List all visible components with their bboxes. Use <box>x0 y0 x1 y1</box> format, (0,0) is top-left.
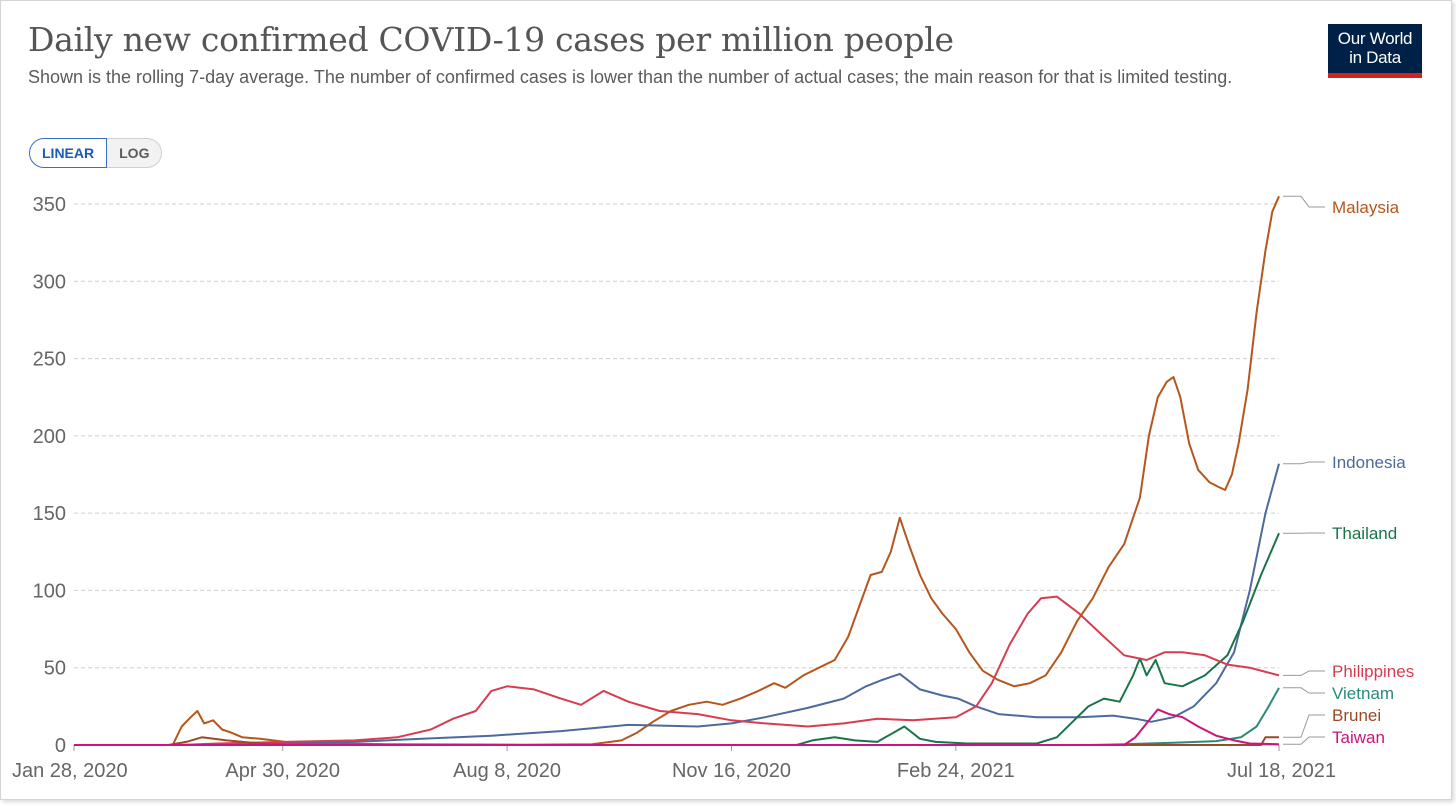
y-tick-label: 0 <box>55 735 66 757</box>
y-tick-label: 350 <box>33 194 66 216</box>
scale-toggle: LINEAR LOG <box>29 138 163 168</box>
y-tick-label: 150 <box>33 503 66 525</box>
series-label-connector <box>1283 687 1325 694</box>
gridlines <box>74 203 1279 746</box>
series-label-thailand: Thailand <box>1332 524 1397 543</box>
series-line-taiwan <box>74 708 1280 746</box>
linear-scale-button[interactable]: LINEAR <box>29 138 108 168</box>
chart-title: Daily new confirmed COVID-19 cases per m… <box>28 20 954 59</box>
x-axis-ticks: Jan 28, 2020 Apr 30, 2020 Aug 8, 2020 Nov 1… <box>12 745 1336 782</box>
x-tick-label: Jan 28, 2020 <box>12 760 128 782</box>
series-label-indonesia: Indonesia <box>1332 453 1406 472</box>
log-scale-button[interactable]: LOG <box>107 138 163 168</box>
series-label-taiwan: Taiwan <box>1332 728 1385 747</box>
x-tick-label: Feb 24, 2021 <box>897 760 1015 782</box>
series-line-malaysia <box>74 195 1280 746</box>
logo-red-bar <box>1328 73 1422 78</box>
series-labels: Malaysia Indonesia Thailand Philippines Viet… <box>1283 195 1414 747</box>
series-line-indonesia <box>74 463 1280 746</box>
series-line-philippines <box>74 595 1280 746</box>
y-axis-ticks: 0 50 100 150 200 250 300 350 <box>33 194 66 757</box>
owid-logo[interactable]: Our World in Data <box>1328 24 1422 78</box>
series-line-thailand <box>74 532 1280 746</box>
logo-line-1: Our World <box>1337 29 1413 48</box>
x-tick-label: Jul 18, 2021 <box>1227 760 1336 782</box>
series-label-malaysia: Malaysia <box>1332 198 1400 217</box>
series-label-connector <box>1283 195 1325 208</box>
series-label-connector <box>1283 714 1325 738</box>
series-label-brunei: Brunei <box>1332 706 1381 725</box>
series-label-connector <box>1283 736 1325 745</box>
series-label-philippines: Philippines <box>1332 662 1414 681</box>
logo-line-2: in Data <box>1349 48 1401 67</box>
y-tick-label: 300 <box>33 271 66 293</box>
series-lines <box>74 195 1280 746</box>
x-tick-label: Aug 8, 2020 <box>453 760 561 782</box>
x-tick-label: Nov 16, 2020 <box>672 760 791 782</box>
series-label-connector <box>1283 461 1325 465</box>
chart-subtitle: Shown is the rolling 7-day average. The … <box>28 67 1233 87</box>
x-tick-label: Apr 30, 2020 <box>225 760 340 782</box>
series-label-vietnam: Vietnam <box>1332 684 1394 703</box>
y-tick-label: 250 <box>33 349 66 371</box>
y-tick-label: 50 <box>44 658 66 680</box>
series-label-connector <box>1283 670 1325 676</box>
series-line-brunei <box>74 736 1279 746</box>
y-tick-label: 200 <box>33 426 66 448</box>
y-tick-label: 100 <box>33 580 66 602</box>
